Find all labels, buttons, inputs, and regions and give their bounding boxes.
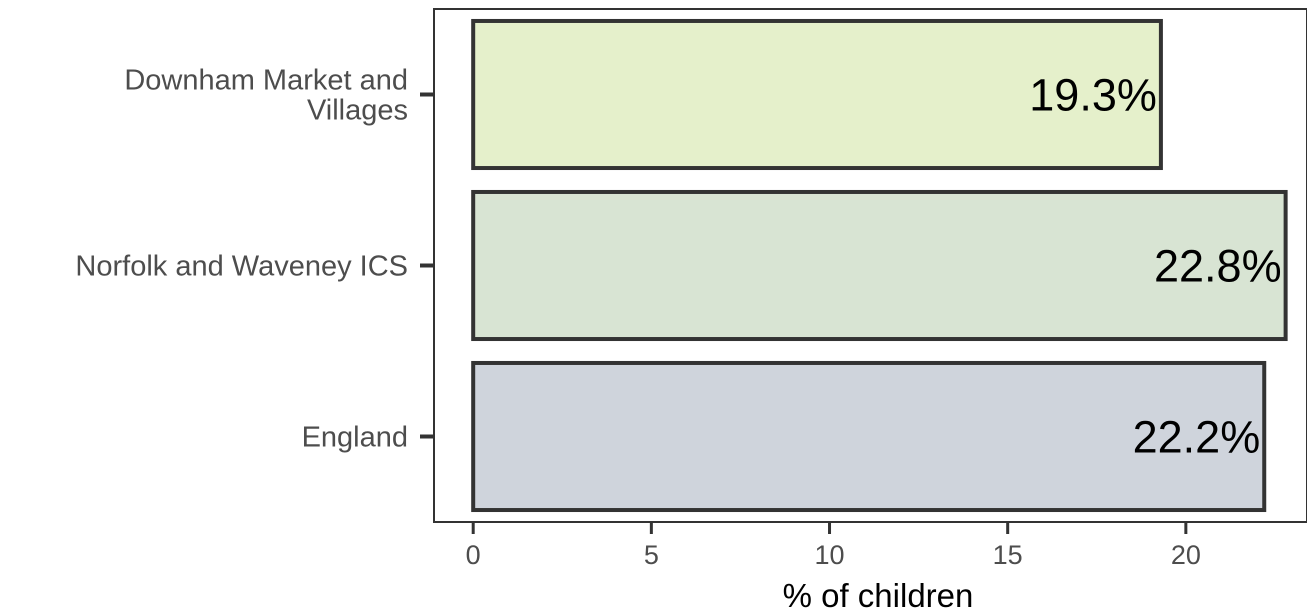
x-tick-label: 20 (1171, 540, 1201, 570)
category-label: Norfolk and Waveney ICS (75, 251, 408, 283)
value-label: 22.8% (1154, 241, 1282, 292)
value-label: 19.3% (1029, 70, 1157, 121)
category-label: England (302, 422, 408, 454)
bars-layer (471, 18, 1288, 513)
category-label: Downham Market and (124, 65, 408, 97)
x-tick-label: 5 (644, 540, 659, 570)
value-label: 22.2% (1133, 412, 1261, 463)
bar (471, 360, 1267, 513)
x-tick-label: 15 (993, 540, 1023, 570)
x-axis: 0 5 10 15 20 (466, 522, 1201, 570)
bar (471, 18, 1163, 171)
value-labels-layer: 19.3% 22.8% 22.2% (1029, 70, 1281, 463)
x-axis-title: % of children (783, 577, 974, 612)
category-label: Villages (307, 95, 408, 127)
x-tick-label: 10 (814, 540, 844, 570)
x-tick-label: 0 (466, 540, 481, 570)
bar (471, 189, 1288, 342)
